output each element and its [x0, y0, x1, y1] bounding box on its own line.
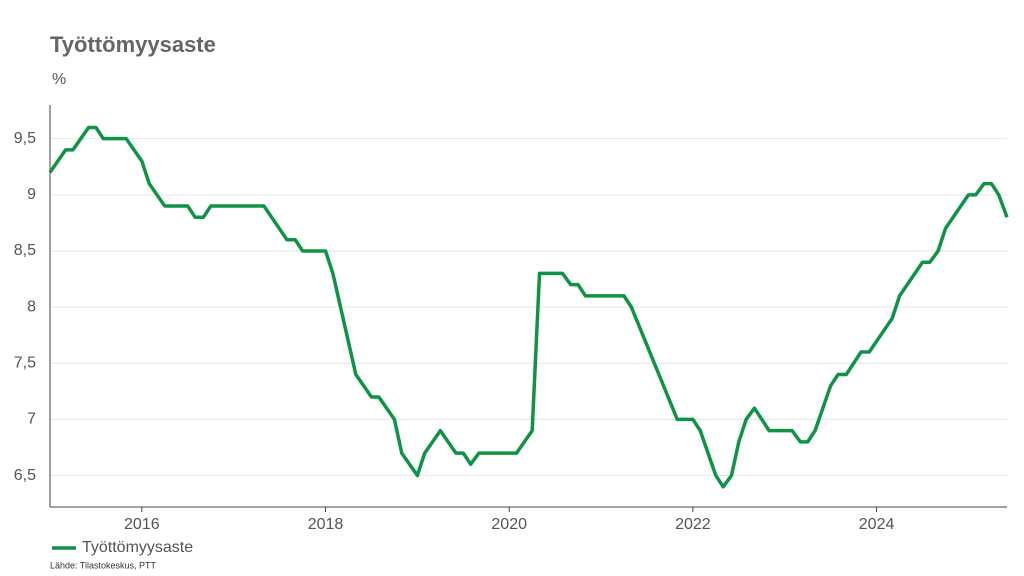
- chart-title: Työttömyysaste: [50, 32, 216, 57]
- legend-label: Työttömyysaste: [82, 539, 193, 556]
- y-tick-label: 9: [27, 186, 36, 203]
- y-tick-label: 7,5: [14, 354, 36, 371]
- x-tick-label: 2016: [124, 516, 160, 533]
- y-tick-label: 7: [27, 411, 36, 428]
- y-tick-label: 6,5: [14, 467, 36, 484]
- line: [48, 125, 1009, 489]
- source: Lähde: Tilastokeskus, PTT: [50, 560, 157, 570]
- x-tick-label: 2022: [675, 516, 711, 533]
- x-tick-label: 2018: [308, 516, 344, 533]
- x-tick-label: 2024: [859, 516, 895, 533]
- y-tick-label: 8: [27, 298, 36, 315]
- x-tick-label: 2020: [491, 516, 527, 533]
- y-unit: %: [52, 71, 66, 88]
- y-tick-label: 9,5: [14, 130, 36, 147]
- y-tick-label: 8,5: [14, 242, 36, 259]
